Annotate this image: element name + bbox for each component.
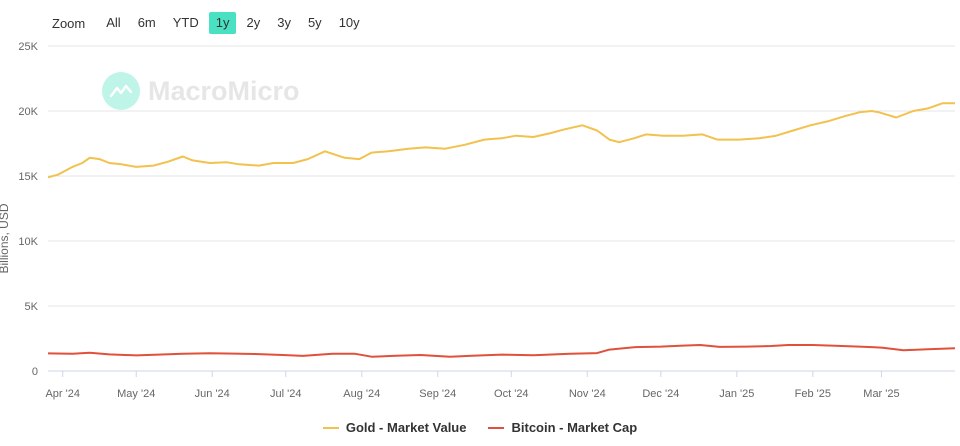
legend-item-gold[interactable]: Gold - Market Value: [322, 420, 467, 435]
x-tick-label: Nov '24: [569, 388, 606, 400]
y-axis-ticks: 0 5K 10K 15K 20K 25K: [18, 41, 38, 378]
series-lines: [47, 102, 956, 358]
zoom-button-3y[interactable]: 3y: [277, 15, 291, 30]
zoom-button-10y[interactable]: 10y: [338, 15, 360, 30]
x-tick-label: Feb '25: [795, 388, 831, 400]
x-tick-label: Apr '24: [45, 388, 80, 400]
legend-item-bitcoin[interactable]: Bitcoin - Market Cap: [488, 420, 637, 435]
legend-label-bitcoin: Bitcoin - Market Cap: [511, 420, 638, 435]
x-tick-label: Sep '24: [419, 388, 456, 400]
series-line-bitcoin: [47, 344, 956, 358]
x-tick-label: Dec '24: [642, 388, 679, 400]
zoom-button-all[interactable]: All: [106, 15, 121, 30]
x-tick-label: Oct '24: [494, 388, 529, 400]
y-tick-label: 15K: [18, 171, 38, 183]
zoom-button-6m[interactable]: 6m: [137, 15, 156, 30]
x-tick-label: Jan '25: [719, 388, 754, 400]
range-selector: Zoom All 6m YTD 1y 2y 3y 5y 10y: [52, 12, 370, 34]
y-tick-label: 20K: [18, 106, 38, 118]
legend: Gold - Market Value Bitcoin - Market Cap: [0, 420, 960, 435]
x-tick-label: Jul '24: [270, 388, 301, 400]
gridlines: [48, 45, 955, 372]
watermark: MacroMicro: [102, 72, 300, 110]
x-tick-label: Aug '24: [343, 388, 380, 400]
zoom-label: Zoom: [52, 15, 86, 31]
zoom-button-2y[interactable]: 2y: [246, 15, 261, 30]
zoom-button-1y[interactable]: 1y: [208, 12, 237, 34]
x-tick-label: Jun '24: [195, 388, 230, 400]
zoom-button-5y[interactable]: 5y: [307, 15, 322, 30]
macromicro-logo-icon: [102, 72, 140, 110]
y-axis-label: Billions, USD: [0, 203, 11, 273]
x-tick-label: Mar '25: [863, 388, 899, 400]
series-line-gold: [47, 102, 955, 179]
x-tick-label: May '24: [117, 388, 155, 400]
y-tick-label: 5K: [25, 301, 39, 313]
legend-swatch-gold: [322, 426, 339, 429]
y-tick-label: 25K: [18, 41, 38, 53]
watermark-text: MacroMicro: [148, 75, 300, 106]
legend-label-gold: Gold - Market Value: [345, 420, 467, 435]
y-tick-label: 10K: [18, 236, 38, 248]
y-tick-label: 0: [32, 366, 38, 378]
zoom-button-ytd[interactable]: YTD: [172, 15, 199, 30]
x-axis-ticks: Apr '24 May '24 Jun '24 Jul '24 Aug '24 Sep '…: [45, 371, 900, 400]
legend-swatch-bitcoin: [488, 426, 505, 429]
